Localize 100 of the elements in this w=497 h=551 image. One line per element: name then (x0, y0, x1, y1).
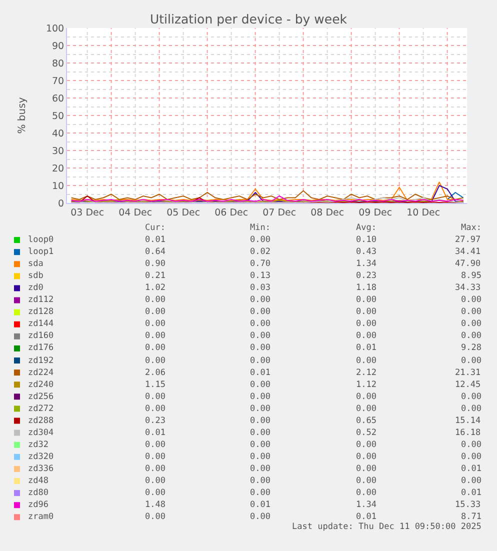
text: 0.00 (250, 428, 270, 438)
text: 47.90 (455, 259, 481, 269)
text: 0.00 (145, 512, 166, 522)
text: Max: (461, 223, 482, 233)
text: 0.00 (250, 331, 270, 341)
text: 0.01 (250, 368, 270, 378)
text: 0.00 (356, 307, 376, 317)
text: 0.64 (145, 247, 166, 257)
text: 0.52 (356, 428, 376, 438)
text: 0.00 (250, 380, 270, 390)
text: 8.71 (461, 512, 482, 522)
text: 0.00 (356, 476, 376, 486)
x-tick-label: 03 Dec (70, 207, 104, 218)
text: 0.00 (250, 356, 270, 366)
legend-label: zd336 (28, 464, 54, 474)
legend-label: zd80 (28, 488, 48, 498)
text: 0.00 (356, 488, 376, 498)
text: 0.00 (145, 404, 166, 414)
text: 0.00 (145, 319, 166, 329)
text: 0.02 (250, 247, 270, 257)
y-axis-title: % busy (16, 97, 28, 134)
chart-title: Utilization per device - by week (150, 11, 348, 26)
line-series (70, 190, 464, 200)
y-tick-label: 70 (52, 76, 64, 87)
text: 0.00 (145, 295, 166, 305)
text: 0.00 (356, 356, 376, 366)
y-tick-label: 50 (52, 110, 64, 122)
legend-label: zd288 (28, 416, 54, 426)
text: 0.00 (145, 392, 166, 402)
text: 0.00 (250, 464, 270, 474)
text: 2.06 (145, 368, 166, 378)
text: 27.97 (455, 235, 481, 245)
text: 0.00 (356, 404, 376, 414)
text: 21.31 (455, 368, 481, 378)
text: 1.48 (145, 500, 166, 510)
text: 0.00 (145, 488, 166, 498)
text: 34.41 (455, 247, 481, 257)
text: 0.01 (356, 343, 376, 353)
y-tick-label: 90 (52, 40, 64, 52)
text: 0.00 (250, 476, 270, 486)
text: 0.03 (250, 283, 270, 293)
y-tick-label: 20 (52, 163, 64, 174)
text: 0.00 (250, 343, 270, 353)
text: 0.00 (250, 235, 270, 245)
text: 0.43 (356, 247, 376, 257)
text: 0.00 (356, 440, 376, 450)
text: 0.01 (461, 464, 482, 474)
text: 0.23 (356, 271, 376, 281)
legend-label: zd176 (28, 343, 54, 353)
text: 0.00 (250, 512, 270, 522)
legend-label: loop0 (28, 235, 54, 245)
y-tick-label: 60 (52, 93, 64, 104)
y-tick-label: 40 (52, 128, 64, 140)
x-tick-label: 08 Dec (310, 207, 344, 218)
text: 0.21 (145, 271, 166, 281)
legend-label: zd192 (28, 356, 54, 366)
text: 0.00 (250, 392, 270, 402)
text: 16.18 (455, 428, 481, 438)
legend-label: loop1 (28, 247, 54, 257)
text: 2.12 (356, 368, 376, 378)
text: 1.15 (145, 380, 166, 390)
legend-label: zd128 (28, 307, 54, 317)
text: 0.00 (250, 404, 270, 414)
text: 0.00 (461, 295, 482, 305)
y-tick-label: 30 (52, 146, 64, 157)
text: 0.00 (461, 404, 482, 414)
text: 0.00 (356, 319, 376, 329)
text: 0.00 (145, 440, 166, 450)
text: 0.00 (250, 319, 270, 329)
legend-label: zd240 (28, 380, 54, 390)
text: 0.00 (145, 476, 166, 486)
text: 0.00 (250, 416, 270, 426)
text: 0.00 (461, 319, 482, 329)
text: 1.34 (356, 259, 376, 269)
text: 0.00 (250, 440, 270, 450)
text: 0.13 (250, 271, 270, 281)
x-tick-label: 07 Dec (262, 207, 296, 218)
legend-label: zd0 (28, 283, 44, 293)
text: 0.00 (461, 392, 482, 402)
text: 0.01 (356, 512, 376, 522)
text: 0.00 (145, 307, 166, 317)
text: 0.00 (461, 476, 482, 486)
text: 0.00 (250, 295, 270, 305)
text: 0.70 (250, 259, 270, 269)
legend-label: zd160 (28, 331, 54, 341)
legend-label: sda (28, 259, 44, 269)
text: 0.00 (356, 392, 376, 402)
text: Min: (250, 223, 270, 233)
text: 0.00 (461, 356, 482, 366)
y-tick-label: 80 (52, 58, 64, 70)
legend-label: zd224 (28, 368, 54, 378)
legend-label: zd112 (28, 295, 54, 305)
x-tick-label: 09 Dec (358, 207, 392, 218)
y-tick-label: 100 (46, 23, 64, 34)
text: 0.00 (356, 452, 376, 462)
text: 9.28 (461, 343, 482, 353)
text: 0.01 (250, 500, 270, 510)
text: 0.00 (145, 331, 166, 341)
text: 0.01 (145, 428, 166, 438)
text: 0.00 (356, 464, 376, 474)
